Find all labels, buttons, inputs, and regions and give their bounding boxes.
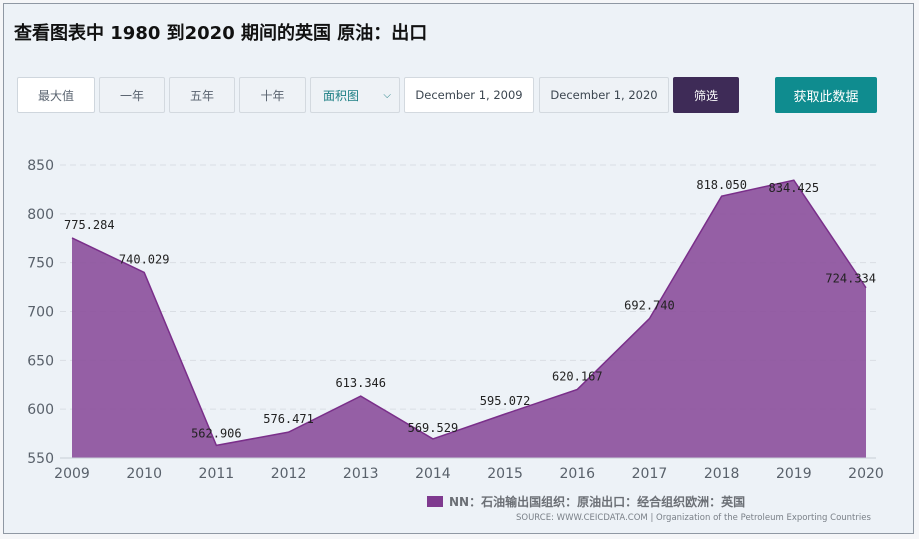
series-area	[72, 180, 866, 458]
x-tick-label: 2014	[415, 466, 451, 482]
x-tick-label: 2018	[704, 466, 740, 482]
y-tick-label: 850	[27, 158, 54, 174]
x-tick-label: 2019	[776, 466, 812, 482]
data-point	[864, 286, 868, 290]
x-tick-label: 2009	[54, 466, 90, 482]
y-tick-label: 750	[27, 256, 54, 272]
end-date-input[interactable]: December 1, 2020	[539, 77, 669, 113]
legend-prefix: NN	[449, 494, 470, 509]
x-tick-label: 2010	[126, 466, 162, 482]
data-label: 595.072	[480, 394, 531, 408]
data-label: 834.425	[769, 181, 820, 195]
get-data-button[interactable]: 获取此数据	[775, 77, 877, 113]
start-date-input[interactable]: December 1, 2009	[404, 77, 534, 113]
data-label: 818.050	[696, 178, 747, 192]
x-tick-label: 2011	[199, 466, 235, 482]
data-point	[70, 236, 74, 240]
data-point	[287, 430, 291, 434]
chart-legend[interactable]: NN ：石油输出国组织：原油出口：经合组织欧洲：英国	[427, 493, 745, 510]
data-label: 613.346	[335, 376, 386, 390]
legend-label: ：石油输出国组织：原油出口：经合组织欧洲：英国	[469, 495, 746, 509]
x-tick-label: 2013	[343, 466, 379, 482]
y-tick-label: 650	[27, 353, 54, 369]
data-label: 740.029	[119, 252, 170, 266]
range-1y-button[interactable]: 一年	[99, 77, 165, 113]
data-point	[431, 437, 435, 441]
data-point	[214, 443, 218, 447]
x-tick-label: 2015	[487, 466, 523, 482]
data-label: 620.167	[552, 369, 603, 383]
data-label: 724.334	[825, 272, 876, 286]
data-label: 692.740	[624, 299, 675, 313]
y-tick-label: 700	[27, 305, 54, 321]
data-label: 569.529	[408, 421, 459, 435]
series-line	[71, 179, 867, 447]
x-tick-label: 2020	[848, 466, 884, 482]
source-note: SOURCE: WWW.CEICDATA.COM | Organization …	[516, 513, 871, 523]
page-title: 查看图表中 1980 到2020 期间的英国 原油：出口	[14, 23, 428, 44]
filter-button[interactable]: 筛选	[673, 77, 739, 113]
x-tick-label: 2017	[632, 466, 668, 482]
data-point	[720, 194, 724, 198]
data-point	[503, 412, 507, 416]
chart-type-select[interactable]: 面积图 ⌵	[310, 77, 400, 113]
y-tick-label: 600	[27, 402, 54, 418]
range-5y-button[interactable]: 五年	[169, 77, 235, 113]
range-10y-button[interactable]: 十年	[239, 77, 306, 113]
range-max-button[interactable]: 最大值	[17, 77, 95, 113]
data-label: 562.906	[191, 426, 242, 440]
y-tick-label: 800	[27, 207, 54, 223]
data-label: 576.471	[263, 412, 314, 426]
data-point	[142, 270, 146, 274]
data-point	[359, 394, 363, 398]
data-label: 775.284	[64, 218, 115, 232]
legend-swatch	[427, 496, 443, 507]
x-tick-label: 2016	[559, 466, 595, 482]
data-point	[575, 387, 579, 391]
chart-type-value: 面积图	[323, 88, 360, 103]
x-tick-label: 2012	[271, 466, 307, 482]
chevron-down-icon: ⌵	[383, 89, 391, 101]
y-tick-label: 550	[27, 451, 54, 467]
data-point	[647, 317, 651, 321]
